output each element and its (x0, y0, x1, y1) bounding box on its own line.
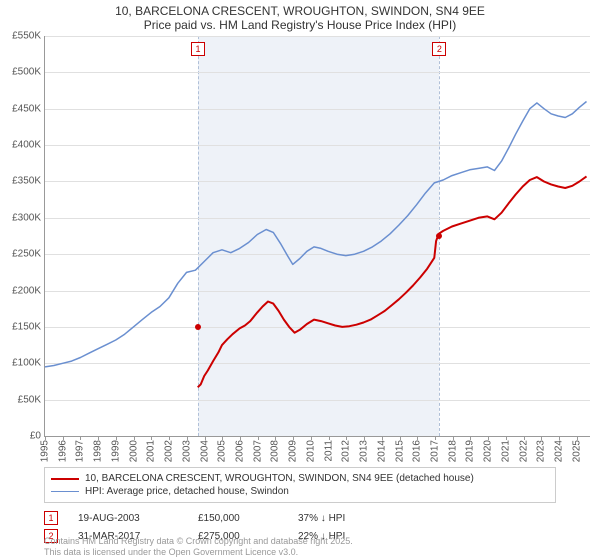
x-axis-label: 1998 (93, 440, 104, 462)
copyright: Contains HM Land Registry data © Crown c… (44, 536, 353, 558)
x-axis-label: 2005 (217, 440, 228, 462)
x-axis-label: 2018 (447, 440, 458, 462)
x-axis-label: 2006 (235, 440, 246, 462)
x-axis-label: 2015 (394, 440, 405, 462)
legend-label: 10, BARCELONA CRESCENT, WROUGHTON, SWIND… (85, 473, 474, 484)
x-axis-label: 2007 (252, 440, 263, 462)
x-axis-label: 2002 (164, 440, 175, 462)
x-axis-label: 2011 (323, 440, 334, 462)
x-axis-label: 2021 (500, 440, 511, 462)
transaction-marker: 1 (191, 42, 205, 56)
transaction-id-box: 1 (44, 511, 58, 525)
x-axis-label: 2013 (359, 440, 370, 462)
y-axis-label: £50K (18, 394, 41, 405)
transaction-price: £150,000 (198, 513, 298, 524)
chart-area: £0£50K£100K£150K£200K£250K£300K£350K£400… (44, 36, 590, 437)
copyright-line1: Contains HM Land Registry data © Crown c… (44, 536, 353, 547)
x-axis-label: 1996 (57, 440, 68, 462)
legend-item: HPI: Average price, detached house, Swin… (51, 485, 549, 498)
y-axis-label: £350K (12, 176, 41, 187)
y-axis-label: £450K (12, 103, 41, 114)
x-axis-label: 2008 (270, 440, 281, 462)
x-axis-label: 2017 (430, 440, 441, 462)
legend-swatch (51, 491, 79, 492)
y-axis-label: £150K (12, 321, 41, 332)
x-axis-label: 1999 (110, 440, 121, 462)
x-axis-label: 2010 (305, 440, 316, 462)
x-axis-label: 2001 (146, 440, 157, 462)
y-axis-label: £100K (12, 358, 41, 369)
x-axis-label: 2004 (199, 440, 210, 462)
x-axis-label: 2024 (554, 440, 565, 462)
y-axis-label: £200K (12, 285, 41, 296)
x-axis-label: 2009 (288, 440, 299, 462)
legend-item: 10, BARCELONA CRESCENT, WROUGHTON, SWIND… (51, 472, 549, 485)
y-axis-label: £500K (12, 67, 41, 78)
transaction-dot (436, 233, 442, 239)
transaction-dot (195, 324, 201, 330)
x-axis-label: 2014 (376, 440, 387, 462)
series-hpi (45, 102, 587, 367)
x-axis-label: 2016 (412, 440, 423, 462)
x-axis-label: 2020 (483, 440, 494, 462)
x-axis-label: 2022 (518, 440, 529, 462)
legend-swatch (51, 478, 79, 480)
series-price_paid (198, 176, 587, 387)
legend-label: HPI: Average price, detached house, Swin… (85, 486, 289, 497)
y-axis-label: £250K (12, 249, 41, 260)
title-address: 10, BARCELONA CRESCENT, WROUGHTON, SWIND… (0, 0, 600, 18)
x-axis-label: 1995 (40, 440, 51, 462)
x-axis-label: 2023 (536, 440, 547, 462)
transaction-marker: 2 (432, 42, 446, 56)
copyright-line2: This data is licensed under the Open Gov… (44, 547, 353, 558)
y-axis-label: £400K (12, 140, 41, 151)
x-axis-label: 1997 (75, 440, 86, 462)
x-axis-label: 2000 (128, 440, 139, 462)
y-axis-label: £550K (12, 31, 41, 42)
title-subtitle: Price paid vs. HM Land Registry's House … (0, 18, 600, 36)
legend: 10, BARCELONA CRESCENT, WROUGHTON, SWIND… (44, 467, 556, 503)
x-axis-label: 2019 (465, 440, 476, 462)
y-axis-label: £300K (12, 212, 41, 223)
transaction-delta: 37% ↓ HPI (298, 513, 345, 524)
x-axis-label: 2012 (341, 440, 352, 462)
chart-lines (45, 36, 590, 436)
transaction-date: 19-AUG-2003 (78, 513, 198, 524)
transaction-row: 1 19-AUG-2003£150,00037% ↓ HPI (44, 509, 556, 527)
x-axis-label: 2003 (181, 440, 192, 462)
x-axis-label: 2025 (571, 440, 582, 462)
